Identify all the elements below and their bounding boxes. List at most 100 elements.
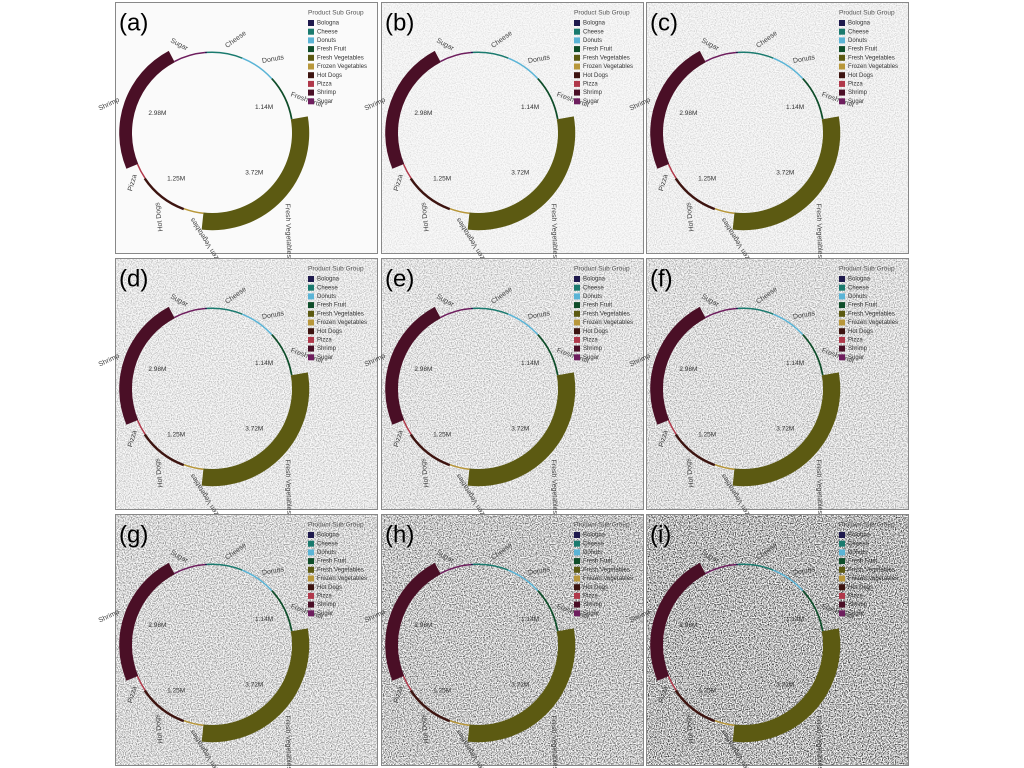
- arc-segment: [667, 675, 677, 691]
- legend-label: Bologna: [583, 533, 606, 539]
- legend-label: Sugar: [583, 611, 599, 617]
- legend-swatch: [574, 28, 580, 35]
- legend-title: Product Sub Group: [574, 522, 630, 529]
- legend-swatch: [308, 276, 314, 282]
- legend-label: Sugar: [848, 611, 864, 617]
- panel: Cheese Donuts Fresh Fruit 1.14M Fresh Vegeta…: [98, 2, 378, 269]
- value-label: 1.14M: [521, 360, 539, 367]
- category-label: Hot Dogs: [154, 714, 164, 744]
- panel-label: (b): [385, 9, 414, 36]
- panel-border: [381, 2, 644, 254]
- legend-label: Fresh Fruit: [317, 47, 346, 53]
- arc-segment: [735, 563, 739, 566]
- legend-label: Fresh Fruit: [583, 303, 612, 309]
- arc-segment: [773, 57, 804, 80]
- arc-segment: [467, 372, 576, 487]
- arc-segment: [242, 313, 273, 336]
- arc-segment: [802, 589, 824, 632]
- legend-swatch: [308, 89, 314, 96]
- legend-swatch: [839, 46, 845, 53]
- legend-label: Shrimp: [848, 602, 868, 608]
- legend-label: Cheese: [317, 541, 338, 547]
- panel-border: [115, 514, 378, 766]
- legend-label: Sugar: [583, 99, 599, 105]
- legend-swatch: [308, 345, 314, 352]
- category-label: Hot Dogs: [685, 202, 695, 232]
- arc-segment: [206, 307, 243, 315]
- value-label: 1.14M: [786, 104, 804, 111]
- legend-swatch: [839, 54, 845, 61]
- legend-swatch: [308, 72, 314, 79]
- value-label: 3.72M: [245, 425, 263, 432]
- legend-swatch: [839, 37, 845, 44]
- arc-segment: [667, 163, 677, 179]
- legend-label: Hot Dogs: [583, 585, 608, 591]
- legend-swatch: [574, 89, 580, 96]
- legend-label: Sugar: [848, 355, 864, 361]
- legend-label: Pizza: [848, 81, 863, 87]
- value-label: 1.14M: [521, 104, 539, 111]
- value-label: 2.98M: [414, 366, 432, 373]
- legend-label: Donuts: [848, 550, 867, 556]
- legend-label: Fresh Fruit: [317, 303, 346, 309]
- value-label: 3.72M: [776, 425, 794, 432]
- category-label: Donuts: [527, 310, 551, 321]
- legend-swatch: [839, 302, 845, 309]
- category-label: Fresh Vegetables: [814, 715, 823, 768]
- category-label: Donuts: [792, 310, 816, 321]
- category-label: Pizza: [393, 430, 405, 449]
- legend-swatch: [574, 37, 580, 44]
- panel: Cheese Donuts Fresh Fruit 1.14M Fresh Vegeta…: [364, 258, 644, 525]
- legend-label: Bologna: [848, 21, 871, 27]
- panel-border: [115, 2, 378, 254]
- legend-label: Frozen Vegetables: [848, 576, 898, 582]
- arc-segment: [714, 464, 735, 471]
- legend-label: Bologna: [583, 277, 606, 283]
- value-label: 3.72M: [245, 169, 263, 176]
- arc-segment: [508, 313, 539, 336]
- legend-swatch: [839, 532, 845, 538]
- legend-swatch: [574, 276, 580, 282]
- legend-swatch: [574, 319, 580, 326]
- arc-segment: [674, 177, 716, 211]
- legend-label: Donuts: [583, 294, 602, 300]
- category-label: Fresh Vegetables: [814, 459, 823, 514]
- legend-label: Fresh Vegetables: [583, 567, 630, 573]
- category-label: Fresh Vegetables: [549, 459, 558, 514]
- legend-label: Fresh Fruit: [848, 303, 877, 309]
- arc-segment: [242, 569, 273, 592]
- value-label: 1.14M: [255, 616, 273, 623]
- category-label: Pizza: [658, 174, 670, 193]
- panel-label: (d): [119, 265, 148, 292]
- value-label: 1.25M: [698, 175, 716, 182]
- legend-label: Fresh Fruit: [317, 559, 346, 565]
- legend-swatch: [574, 72, 580, 79]
- category-label: Hot Dogs: [154, 202, 164, 232]
- arc-segment: [136, 675, 146, 691]
- panel-label: (f): [650, 265, 673, 292]
- legend-swatch: [574, 584, 580, 591]
- arc-segment: [409, 689, 451, 723]
- value-label: 3.72M: [511, 169, 529, 176]
- panel-border: [646, 258, 909, 510]
- legend-label: Shrimp: [848, 90, 868, 96]
- value-label: 3.72M: [776, 169, 794, 176]
- arc-segment: [174, 307, 206, 319]
- arc-segment: [402, 163, 412, 179]
- arc-segment: [206, 51, 243, 59]
- panel: Cheese Donuts Fresh Fruit 1.14M Fresh Vegeta…: [629, 258, 909, 525]
- legend-swatch: [308, 37, 314, 44]
- arc-segment: [136, 163, 146, 179]
- arc-segment: [470, 51, 474, 54]
- arc-segment: [409, 433, 451, 467]
- legend-label: Fresh Vegetables: [583, 55, 630, 61]
- legend-label: Fresh Vegetables: [317, 55, 364, 61]
- category-label: Donuts: [792, 54, 816, 65]
- legend-label: Shrimp: [583, 346, 603, 352]
- legend-swatch: [839, 592, 845, 599]
- legend-swatch: [574, 98, 580, 105]
- legend-swatch: [308, 63, 314, 70]
- category-label: Hot Dogs: [420, 202, 430, 232]
- legend-label: Donuts: [317, 294, 336, 300]
